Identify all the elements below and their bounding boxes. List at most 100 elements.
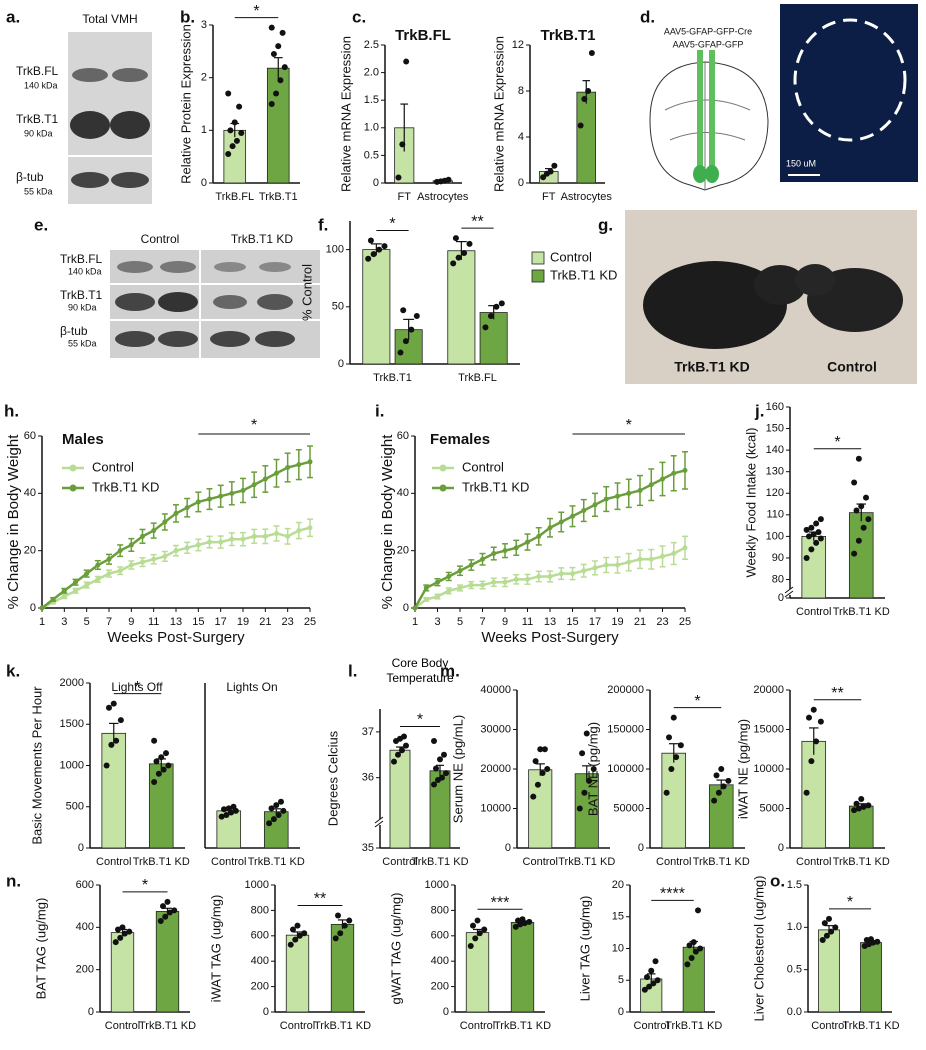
y-tick-label: 1000 — [425, 879, 449, 891]
needle — [709, 50, 715, 170]
y-tick-label: 0 — [778, 842, 784, 854]
data-point — [515, 917, 521, 924]
x-tick-label: Control — [211, 856, 246, 868]
data-point — [270, 50, 277, 57]
data-point — [367, 237, 374, 244]
series-marker — [480, 556, 485, 562]
data-point — [813, 738, 820, 745]
series-marker — [491, 579, 497, 585]
data-point — [103, 762, 110, 769]
data-point — [166, 909, 173, 916]
series-marker — [446, 588, 452, 594]
band-size: 55 kDa — [68, 338, 97, 348]
x-tick-label: Control — [280, 1020, 315, 1032]
x-tick-label: Control — [460, 1020, 495, 1032]
panel-label: h. — [4, 401, 19, 420]
significance-label: *** — [491, 895, 510, 912]
data-point — [153, 758, 160, 765]
data-point — [296, 932, 303, 939]
y-tick-label: 10000 — [753, 763, 784, 775]
data-point — [439, 774, 445, 781]
band — [160, 261, 196, 273]
data-point — [821, 920, 828, 927]
band — [257, 294, 293, 310]
data-point — [441, 751, 447, 758]
data-point — [399, 141, 406, 148]
series-marker — [615, 562, 620, 568]
y-tick-label: 40000 — [480, 684, 511, 696]
data-point — [273, 802, 280, 809]
y-tick-label: 1.0 — [364, 122, 379, 134]
y-tick-label: 40 — [397, 487, 409, 499]
y-tick-label: 80 — [772, 573, 784, 585]
data-point — [853, 507, 860, 514]
y-tick-label: 130 — [766, 466, 784, 478]
y-tick-label: 1500 — [60, 718, 84, 730]
y-tick-label: 400 — [76, 921, 94, 933]
x-tick-label: Control — [523, 856, 558, 868]
x-tick-label: TrkB.T1 — [259, 191, 298, 203]
x-tick-label: 15 — [192, 616, 204, 628]
data-point — [806, 714, 812, 721]
series-marker — [547, 525, 553, 531]
data-point — [493, 303, 500, 310]
y-tick-label: 0 — [778, 592, 784, 604]
y-tick-label: 200 — [76, 964, 94, 976]
data-point — [808, 546, 815, 553]
photo-caption: TrkB.T1 KD — [674, 359, 749, 375]
panel-label: j. — [754, 401, 764, 420]
series-marker — [296, 462, 302, 468]
bar — [801, 535, 827, 599]
x-tick-label: 9 — [502, 616, 508, 628]
series-marker — [207, 496, 212, 502]
x-tick-label: TrkB.T1 KD — [133, 856, 190, 868]
data-point — [115, 926, 121, 933]
injection-site — [693, 165, 707, 183]
y-tick-label: 10 — [612, 942, 624, 954]
y-axis-label: iWAT TAG (ug/mg) — [208, 895, 223, 1003]
data-point — [715, 789, 722, 796]
y-tick-label: 1000 — [245, 879, 269, 891]
data-point — [466, 240, 473, 247]
data-point — [855, 455, 862, 462]
x-tick-label: 11 — [148, 616, 159, 628]
legend-marker — [69, 484, 77, 492]
axis-break — [784, 589, 885, 595]
x-tick-label: TrkB.T1 KD — [411, 856, 468, 868]
data-point — [711, 797, 718, 804]
series-marker — [547, 573, 553, 579]
series-marker — [106, 571, 112, 577]
y-tick-label: 200 — [431, 981, 449, 993]
data-point — [151, 779, 158, 785]
band-label: TrkB.FL — [60, 252, 103, 266]
series-marker — [39, 605, 45, 611]
band — [111, 172, 149, 188]
band — [115, 293, 155, 311]
series-marker — [435, 579, 440, 585]
data-point — [401, 733, 407, 740]
data-point — [813, 520, 820, 527]
data-point — [544, 766, 551, 772]
series-marker — [435, 594, 440, 600]
series-marker — [502, 579, 508, 585]
series-marker — [128, 542, 134, 548]
series-marker — [307, 459, 313, 465]
data-point — [470, 922, 476, 929]
data-point — [391, 758, 397, 765]
data-point — [335, 912, 341, 919]
series-marker — [615, 493, 620, 499]
legend-label: Control — [462, 459, 504, 474]
chart-title: TrkB.T1 — [540, 27, 595, 44]
series-marker — [117, 548, 123, 554]
x-tick-label: TrkB.T1 KD — [314, 1020, 371, 1032]
data-point — [287, 941, 294, 948]
y-tick-label: 20 — [612, 879, 624, 891]
data-point — [113, 737, 120, 744]
data-point — [160, 903, 166, 910]
y-axis-label: BAT NE (pg/mg) — [585, 722, 600, 816]
series-marker — [285, 465, 291, 471]
data-point — [654, 977, 661, 984]
x-tick-label: 7 — [479, 616, 485, 628]
data-point — [874, 938, 881, 945]
